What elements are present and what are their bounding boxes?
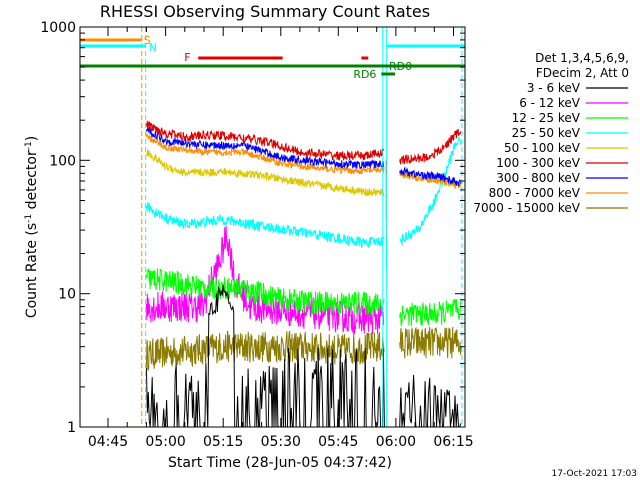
legend: Det 1,3,4,5,6,9,FDecim 2, Att 03 - 6 keV…	[473, 51, 629, 215]
rd6-flag-label: RD6	[353, 68, 376, 81]
series-line-300-800-kev-late	[399, 166, 462, 187]
series-line-3-6kev	[145, 284, 385, 428]
series-line-3-6kev-late	[399, 374, 462, 428]
series-line-7000-15000-kev-late	[399, 326, 462, 359]
y-tick-label: 10	[58, 287, 76, 303]
series-line-25-50-kev-late	[399, 136, 462, 247]
legend-entry-label: 7000 - 15000 keV	[473, 201, 580, 215]
y-tick-label: 100	[49, 153, 76, 169]
legend-entry-label: 3 - 6 keV	[527, 81, 581, 95]
chart-title: RHESSI Observing Summary Count Rates	[100, 2, 430, 21]
legend-entry-label: 6 - 12 keV	[519, 96, 581, 110]
y-label-sup1: -1	[24, 214, 34, 223]
legend-entry-label: 100 - 300 keV	[496, 156, 580, 170]
series-line-50-100-kev	[145, 149, 385, 197]
series-line-100-300-kev-late	[399, 128, 462, 165]
night-flag-label: N	[149, 41, 157, 54]
x-tick-label: 06:00	[376, 434, 416, 450]
legend-header-line: FDecim 2, Att 0	[536, 66, 629, 80]
series-line-300-800-kev	[145, 126, 385, 170]
series-line-100-300-kev	[145, 120, 385, 161]
data-layer	[145, 120, 462, 428]
x-tick-label: 04:45	[88, 434, 128, 450]
legend-entry-label: 800 - 7000 keV	[489, 186, 581, 200]
legend-entry-label: 25 - 50 keV	[512, 126, 581, 140]
x-tick-label: 06:15	[433, 434, 473, 450]
series-line-25-50-kev	[145, 202, 385, 249]
generation-timestamp: 17-Oct-2021 17:03	[552, 469, 637, 479]
series-line-12-25-kev	[145, 267, 385, 316]
x-axis-label: Start Time (28-Jun-05 04:37:42)	[168, 455, 392, 471]
saa-flag-label: S	[144, 34, 151, 47]
x-tick-label: 05:15	[203, 434, 243, 450]
legend-entry-label: 300 - 800 keV	[496, 171, 580, 185]
y-tick-label: 1000	[40, 20, 76, 36]
x-tick-label: 05:00	[145, 434, 185, 450]
axis-layer: 04:45 05:00 05:15 05:30 05:45 06:00 06:15 1 10 10…	[40, 20, 473, 450]
legend-header-line: Det 1,3,4,5,6,9,	[535, 51, 629, 65]
y-label-part3: )	[24, 136, 40, 141]
rd0-flag-label: RD0	[389, 60, 412, 73]
y-label-sup2: -1	[24, 141, 34, 150]
x-tick-label: 05:45	[318, 434, 358, 450]
legend-entry-label: 12 - 25 keV	[512, 111, 581, 125]
series-line-12-25-kev-late	[399, 298, 462, 327]
flare-flag-label: F	[184, 51, 190, 64]
y-label-part1: Count Rate (s	[24, 223, 40, 318]
legend-entry-label: 50 - 100 keV	[504, 141, 581, 155]
plot-frame	[79, 26, 466, 428]
y-axis-label: Count Rate (s-1 detector-1)	[24, 136, 40, 318]
x-tick-label: 05:30	[261, 434, 301, 450]
y-label-part2: detector	[24, 150, 40, 214]
y-tick-label: 1	[67, 420, 76, 436]
series-line-800-7000-kev	[145, 132, 385, 175]
marker-layer: SN F RD0 RD6	[80, 27, 465, 427]
series-line-7000-15000-kev	[145, 330, 385, 372]
